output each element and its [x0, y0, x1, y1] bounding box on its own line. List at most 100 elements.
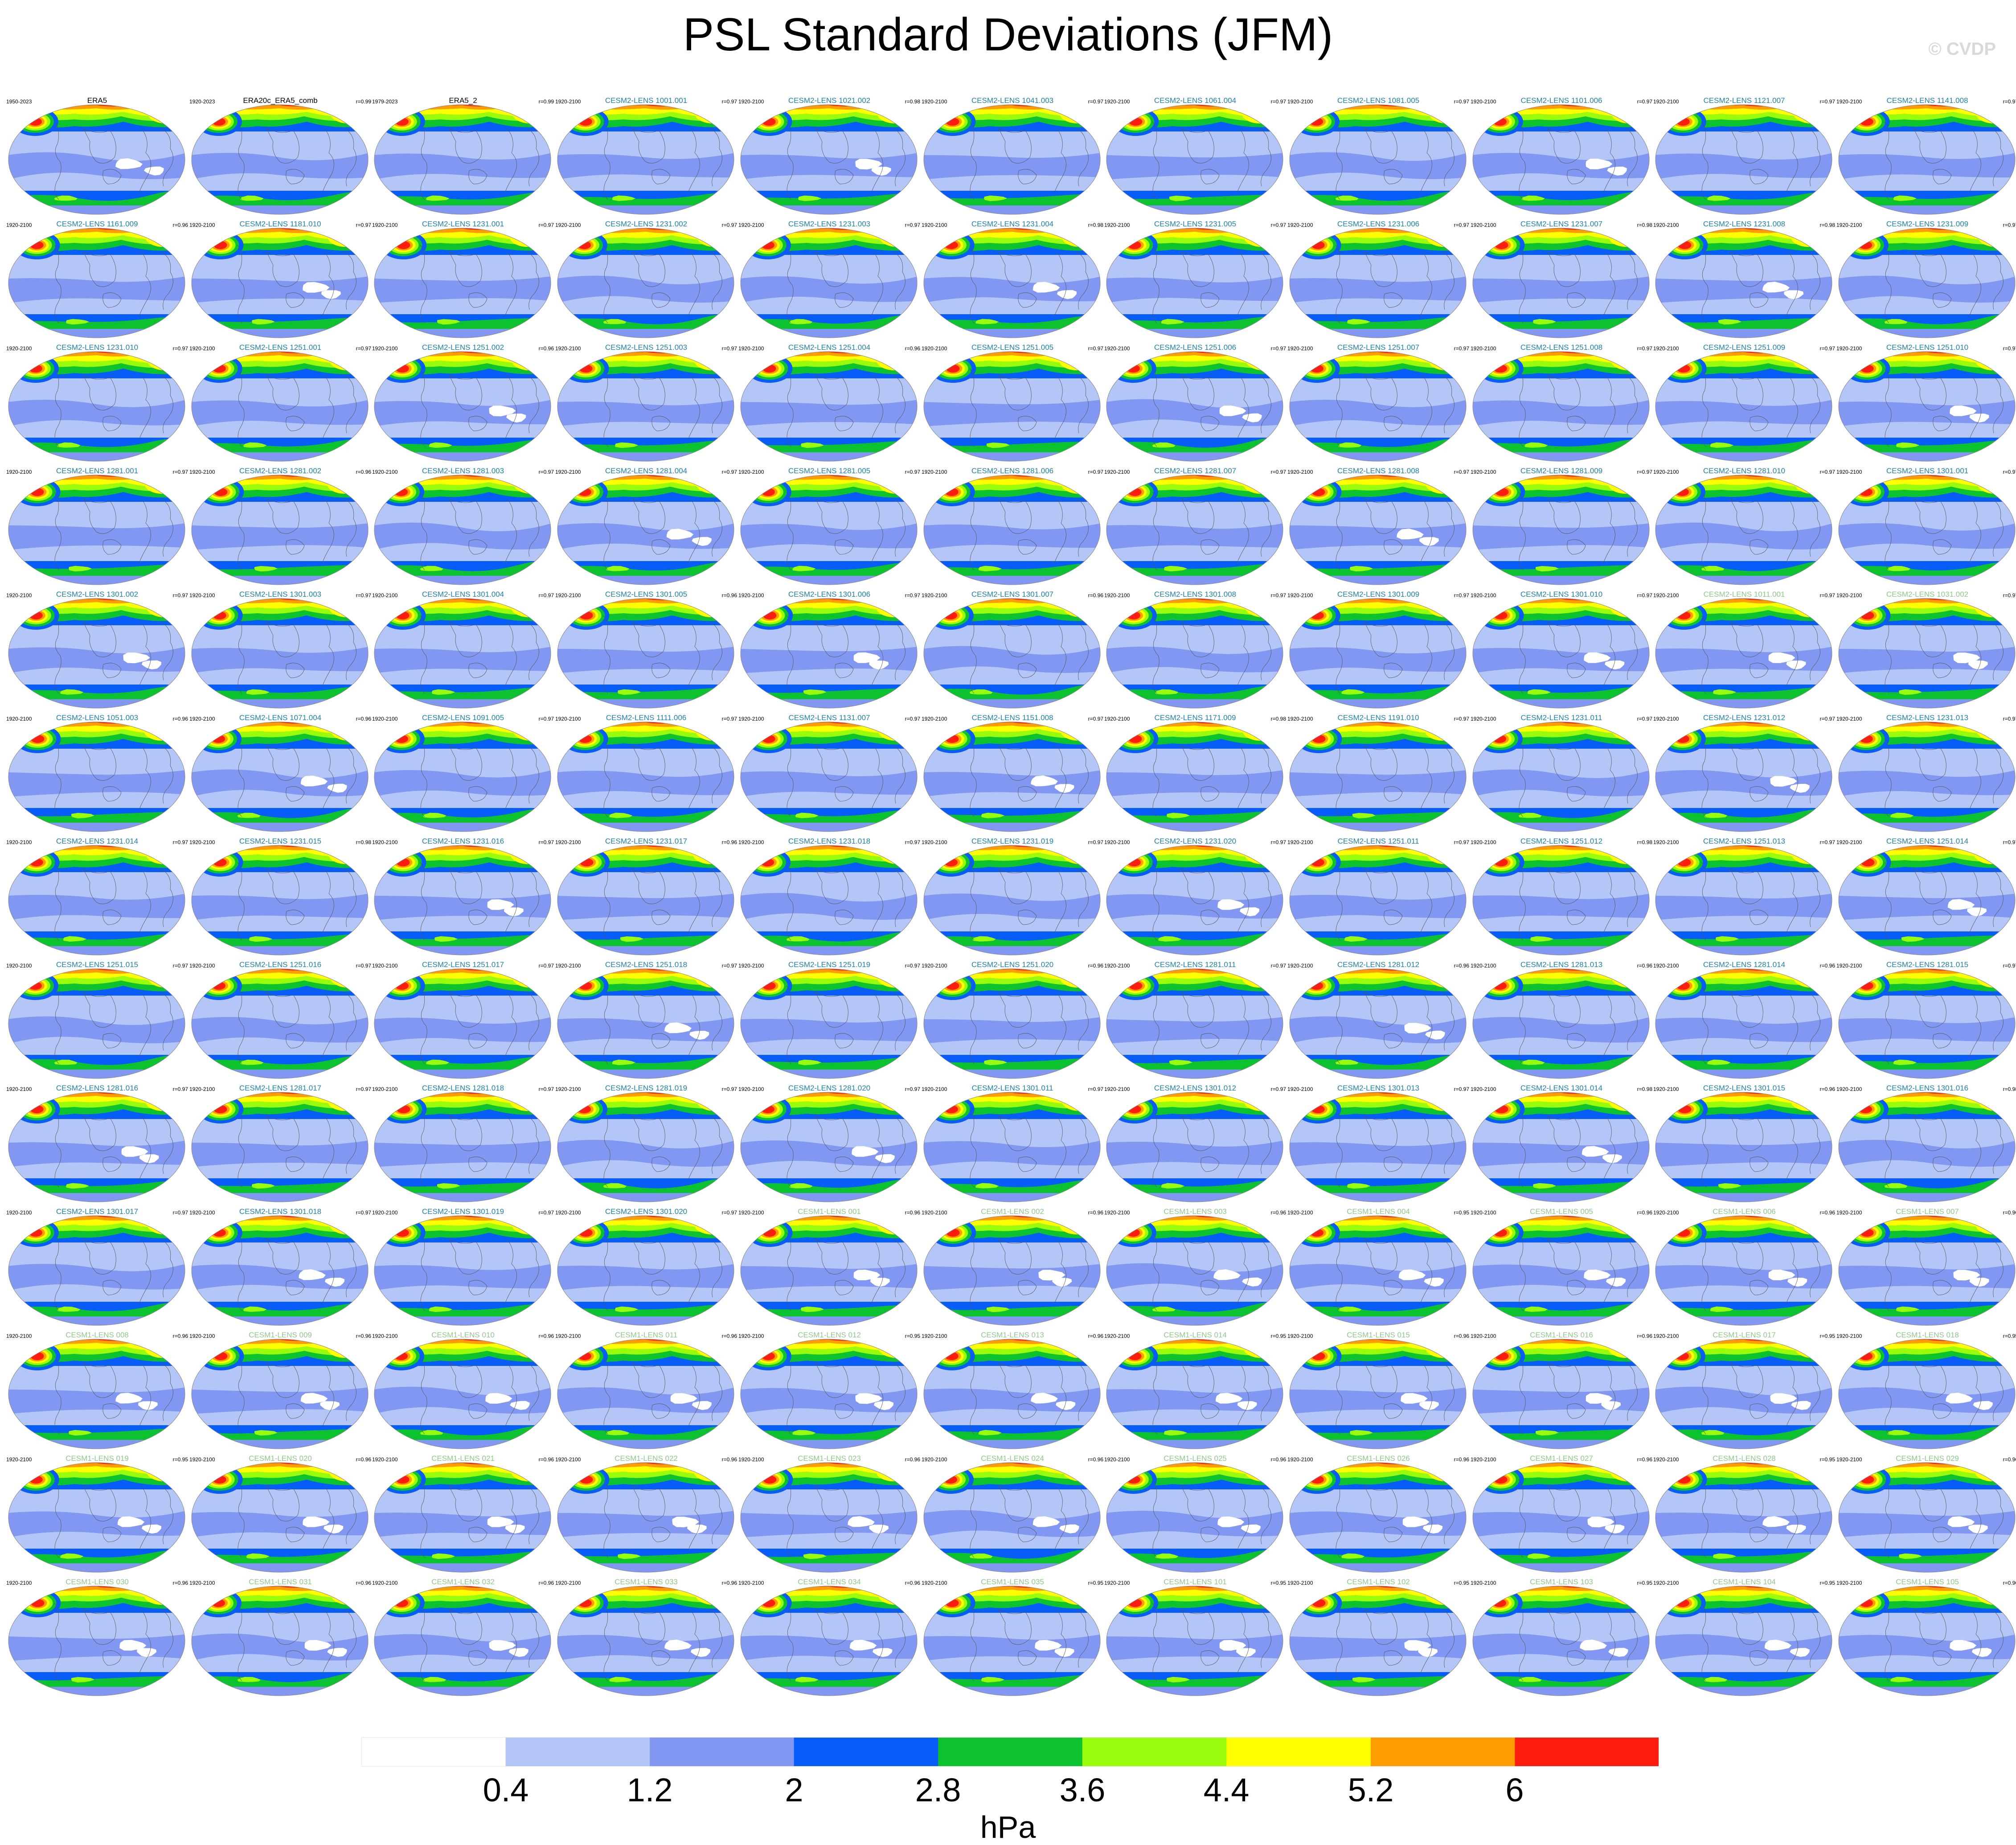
panel-dataset-name: CESM1-LENS 025 — [1164, 1454, 1227, 1463]
psl-stddev-map — [740, 1092, 918, 1202]
psl-stddev-map — [923, 1586, 1101, 1696]
colorbar-tick-label: 6 — [1505, 1771, 1524, 1808]
psl-stddev-map — [1289, 351, 1467, 462]
panel-dataset-name: CESM2-LENS 1251.014 — [1886, 837, 1969, 845]
map-panel: 1920-2100 CESM2-LENS 1231.006 r=0.97 — [1287, 218, 1470, 341]
panel-years: 1920-2100 — [922, 469, 947, 475]
panel-years: 1920-2100 — [555, 98, 581, 105]
panel-dataset-name: CESM2-LENS 1021.002 — [788, 96, 871, 105]
panel-correlation: r=0.97 — [1270, 839, 1286, 845]
panel-correlation: r=0.95 — [1637, 1580, 1652, 1586]
panel-correlation: r=0.96 — [721, 839, 737, 845]
psl-stddev-map — [923, 351, 1101, 462]
psl-stddev-map — [1655, 228, 1832, 338]
panel-years: 1920-2100 — [555, 1456, 581, 1463]
panel-correlation: r=0.97 — [1270, 98, 1286, 105]
panel-correlation: r=0.97 — [2003, 716, 2016, 722]
psl-stddev-map — [923, 722, 1101, 832]
panel-years: 1920-2100 — [372, 222, 398, 228]
psl-stddev-map — [1655, 968, 1832, 1079]
panel-correlation: r=0.97 — [905, 469, 920, 475]
panel-dataset-name: CESM2-LENS 1251.011 — [1337, 837, 1419, 845]
panel-correlation: r=0.97 — [1454, 469, 1469, 475]
psl-stddev-map — [557, 598, 734, 709]
panel-correlation: r=0.97 — [1819, 345, 1835, 352]
panel-correlation: r=0.97 — [721, 1210, 737, 1216]
panel-years: 1920-2100 — [738, 222, 764, 228]
panel-years: 1920-2100 — [1653, 222, 1679, 228]
map-panel: 1920-2100 CESM2-LENS 1131.007 r=0.97 — [738, 712, 921, 835]
psl-stddev-map — [1655, 475, 1832, 585]
map-panel: 1920-2100 CESM2-LENS 1021.002 r=0.98 — [738, 94, 921, 218]
psl-stddev-map — [1655, 1586, 1832, 1696]
psl-stddev-map — [1289, 104, 1467, 215]
panel-years: 1920-2100 — [189, 1210, 215, 1216]
panel-dataset-name: CESM2-LENS 1231.016 — [422, 837, 504, 845]
panel-correlation: r=0.98 — [1637, 1086, 1652, 1092]
panel-dataset-name: CESM2-LENS 1301.001 — [1886, 467, 1969, 475]
panel-dataset-name: CESM2-LENS 1011.001 — [1703, 590, 1785, 599]
panel-correlation: r=0.97 — [1270, 963, 1286, 969]
map-panel: 1920-2100 CESM2-LENS 1101.006 r=0.97 — [1470, 94, 1653, 218]
panel-years: 1920-2100 — [555, 1580, 581, 1586]
panel-dataset-name: CESM2-LENS 1231.013 — [1886, 713, 1969, 722]
psl-stddev-map — [1106, 475, 1283, 585]
panel-years: 1920-2100 — [1104, 345, 1130, 352]
map-panel: 1920-2100 CESM2-LENS 1231.015 r=0.98 — [188, 835, 372, 959]
psl-stddev-map — [191, 1092, 369, 1202]
panel-years: 1920-2100 — [1653, 1210, 1679, 1216]
colorbar-tick-label: 0.4 — [483, 1771, 529, 1808]
panel-years: 1979-2023 — [372, 98, 398, 105]
map-panel: 1920-2100 CESM1-LENS 009 r=0.96 — [188, 1329, 372, 1452]
panel-dataset-name: CESM1-LENS 028 — [1713, 1454, 1776, 1463]
panel-correlation: r=0.97 — [905, 716, 920, 722]
panel-correlation: r=0.96 — [1819, 1086, 1835, 1092]
map-panel: 1920-2100 CESM2-LENS 1231.017 r=0.96 — [554, 835, 738, 959]
psl-stddev-map — [923, 104, 1101, 215]
map-panel: 1920-2100 CESM1-LENS 104 r=0.95 — [1652, 1576, 1836, 1699]
panel-years: 1920-2100 — [189, 469, 215, 475]
colorbar-tick-label: 5.2 — [1348, 1771, 1394, 1808]
psl-stddev-map — [557, 968, 734, 1079]
panel-correlation: r=0.96 — [721, 1333, 737, 1339]
map-panel: 1920-2100 CESM2-LENS 1191.010 r=0.97 — [1287, 712, 1470, 835]
panel-dataset-name: CESM2-LENS 1051.003 — [56, 713, 139, 722]
panel-years: 1920-2100 — [1104, 222, 1130, 228]
panel-correlation: r=0.96 — [905, 1580, 920, 1586]
panel-correlation: r=0.97 — [356, 1210, 371, 1216]
panel-correlation: r=0.96 — [356, 1333, 371, 1339]
map-panel: 1920-2100 CESM2-LENS 1281.009 r=0.97 — [1470, 465, 1653, 588]
map-panel: 1920-2100 CESM1-LENS 030 r=0.96 — [5, 1576, 189, 1699]
map-panel: 1920-2100 CESM2-LENS 1301.003 r=0.97 — [188, 588, 372, 712]
panel-years: 1920-2100 — [738, 963, 764, 969]
psl-stddev-map — [1838, 228, 2016, 338]
panel-correlation: r=0.98 — [2003, 1086, 2016, 1092]
panel-dataset-name: CESM2-LENS 1301.005 — [605, 590, 688, 599]
colorbar-tick-label: 3.6 — [1059, 1771, 1106, 1808]
panel-correlation: r=0.97 — [905, 963, 920, 969]
panel-years: 1920-2100 — [1471, 469, 1496, 475]
panel-years: 1920-2100 — [1653, 1456, 1679, 1463]
colorbar-swatch — [1370, 1737, 1515, 1767]
panel-correlation: r=0.95 — [905, 1333, 920, 1339]
map-panel: 1920-2100 CESM1-LENS 033 r=0.96 — [554, 1576, 738, 1699]
panel-years: 1920-2100 — [1471, 345, 1496, 352]
panel-years: 1920-2100 — [555, 222, 581, 228]
panel-years: 1920-2100 — [372, 1456, 398, 1463]
panel-dataset-name: CESM1-LENS 008 — [66, 1331, 129, 1339]
panel-dataset-name: CESM1-LENS 022 — [615, 1454, 678, 1463]
map-panel: 1920-2100 CESM1-LENS 007 r=0.96 — [1836, 1205, 2016, 1329]
map-panel: 1920-2100 CESM2-LENS 1251.008 r=0.97 — [1470, 341, 1653, 465]
panel-years: 1920-2100 — [1287, 716, 1313, 722]
psl-stddev-map — [8, 228, 185, 338]
psl-stddev-map — [191, 1215, 369, 1326]
psl-stddev-map — [1106, 104, 1283, 215]
panel-correlation: r=0.96 — [2003, 1210, 2016, 1216]
psl-stddev-map — [740, 598, 918, 709]
panel-dataset-name: CESM1-LENS 023 — [798, 1454, 861, 1463]
map-panel: 1920-2100 CESM2-LENS 1251.016 r=0.97 — [188, 959, 372, 1082]
panel-correlation: r=0.97 — [1819, 839, 1835, 845]
psl-stddev-map — [923, 228, 1101, 338]
panel-dataset-name: CESM2-LENS 1301.011 — [971, 1084, 1053, 1092]
panel-dataset-name: CESM1-LENS 007 — [1896, 1207, 1959, 1216]
